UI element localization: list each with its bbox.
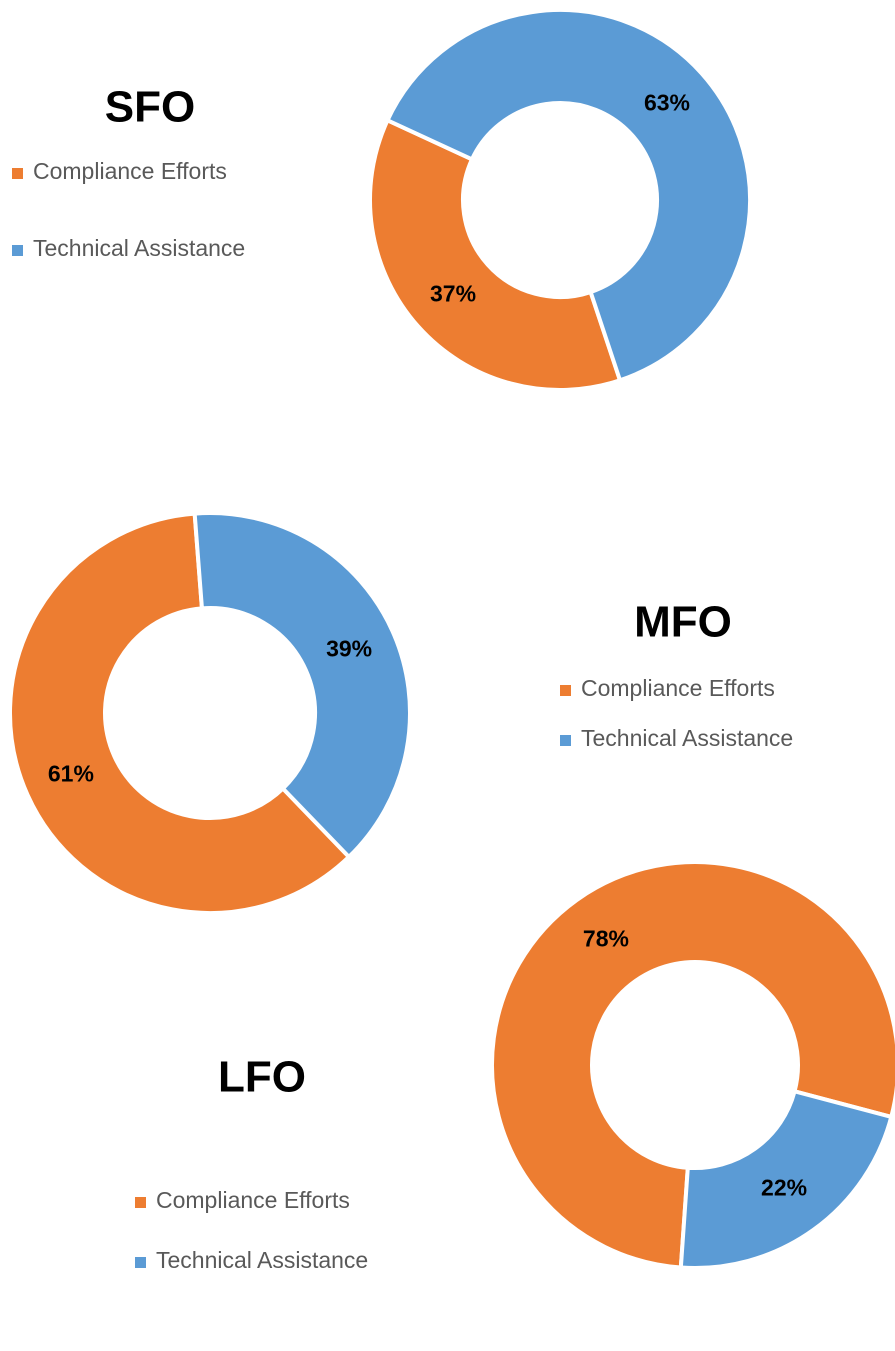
legend-swatch xyxy=(560,685,571,696)
legend-label: Technical Assistance xyxy=(156,1247,368,1273)
legend-label: Technical Assistance xyxy=(33,235,245,261)
data-label: 22% xyxy=(761,1174,807,1200)
chart-title: LFO xyxy=(218,1053,306,1102)
donut-segment xyxy=(192,511,412,860)
data-label: 78% xyxy=(583,926,629,952)
donut-segment xyxy=(490,860,895,1270)
data-label: 37% xyxy=(430,281,476,307)
legend-label: Compliance Efforts xyxy=(156,1187,350,1213)
donut-segment xyxy=(678,1088,894,1270)
chart-title: SFO xyxy=(105,83,195,132)
legend-label: Technical Assistance xyxy=(581,725,793,751)
legend-swatch xyxy=(135,1197,146,1208)
legend-label: Compliance Efforts xyxy=(33,158,227,184)
data-label: 61% xyxy=(48,761,94,787)
legend-label: Compliance Efforts xyxy=(581,675,775,701)
data-label: 39% xyxy=(326,636,372,662)
donut-segment xyxy=(384,8,752,383)
chart-title: MFO xyxy=(634,598,732,647)
legend-swatch xyxy=(12,168,23,179)
legend-swatch xyxy=(135,1257,146,1268)
data-label: 63% xyxy=(644,89,690,115)
legend-swatch xyxy=(12,245,23,256)
donut-segment xyxy=(368,117,623,392)
legend-swatch xyxy=(560,735,571,746)
donut-segment xyxy=(8,511,352,915)
